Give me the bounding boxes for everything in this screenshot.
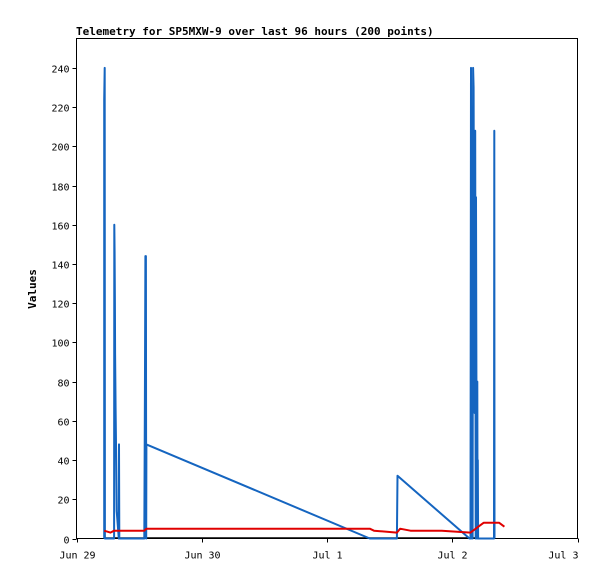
y-tick-label: 80 [57, 379, 69, 390]
y-tick-label: 100 [51, 339, 69, 350]
y-tick-label: 220 [51, 104, 69, 115]
y-tick-label: 20 [57, 496, 69, 507]
x-tick-label: Jul 1 [312, 551, 342, 562]
y-tick-label: 60 [57, 418, 69, 429]
y-tick-label: 0 [63, 536, 69, 547]
y-tick-label: 40 [57, 457, 69, 468]
y-tick-label: 120 [51, 300, 69, 311]
x-tick-label: Jun 29 [59, 551, 95, 562]
y-axis-label: Values [26, 269, 39, 309]
plot-area [76, 38, 578, 539]
x-axis-ticks: Jun 29 Jun 30 Jul 1 Jul 2 Jul 3 [59, 538, 579, 562]
series-line-blue [103, 66, 496, 540]
x-tick-label: Jul 3 [548, 551, 578, 562]
y-tick-label: 180 [51, 183, 69, 194]
x-tick-label: Jun 30 [184, 551, 220, 562]
series-line-red [103, 521, 505, 534]
y-axis-ticks: 0 20 40 60 80 100 120 140 160 180 200 220 240 [51, 65, 77, 547]
y-tick-label: 200 [51, 143, 69, 154]
y-tick-label: 140 [51, 261, 69, 272]
series-layer [103, 66, 505, 540]
chart-title: Telemetry for SP5MXW-9 over last 96 hour… [76, 25, 434, 38]
y-tick-label: 240 [51, 65, 69, 76]
x-tick-label: Jul 2 [437, 551, 467, 562]
y-tick-label: 160 [51, 222, 69, 233]
